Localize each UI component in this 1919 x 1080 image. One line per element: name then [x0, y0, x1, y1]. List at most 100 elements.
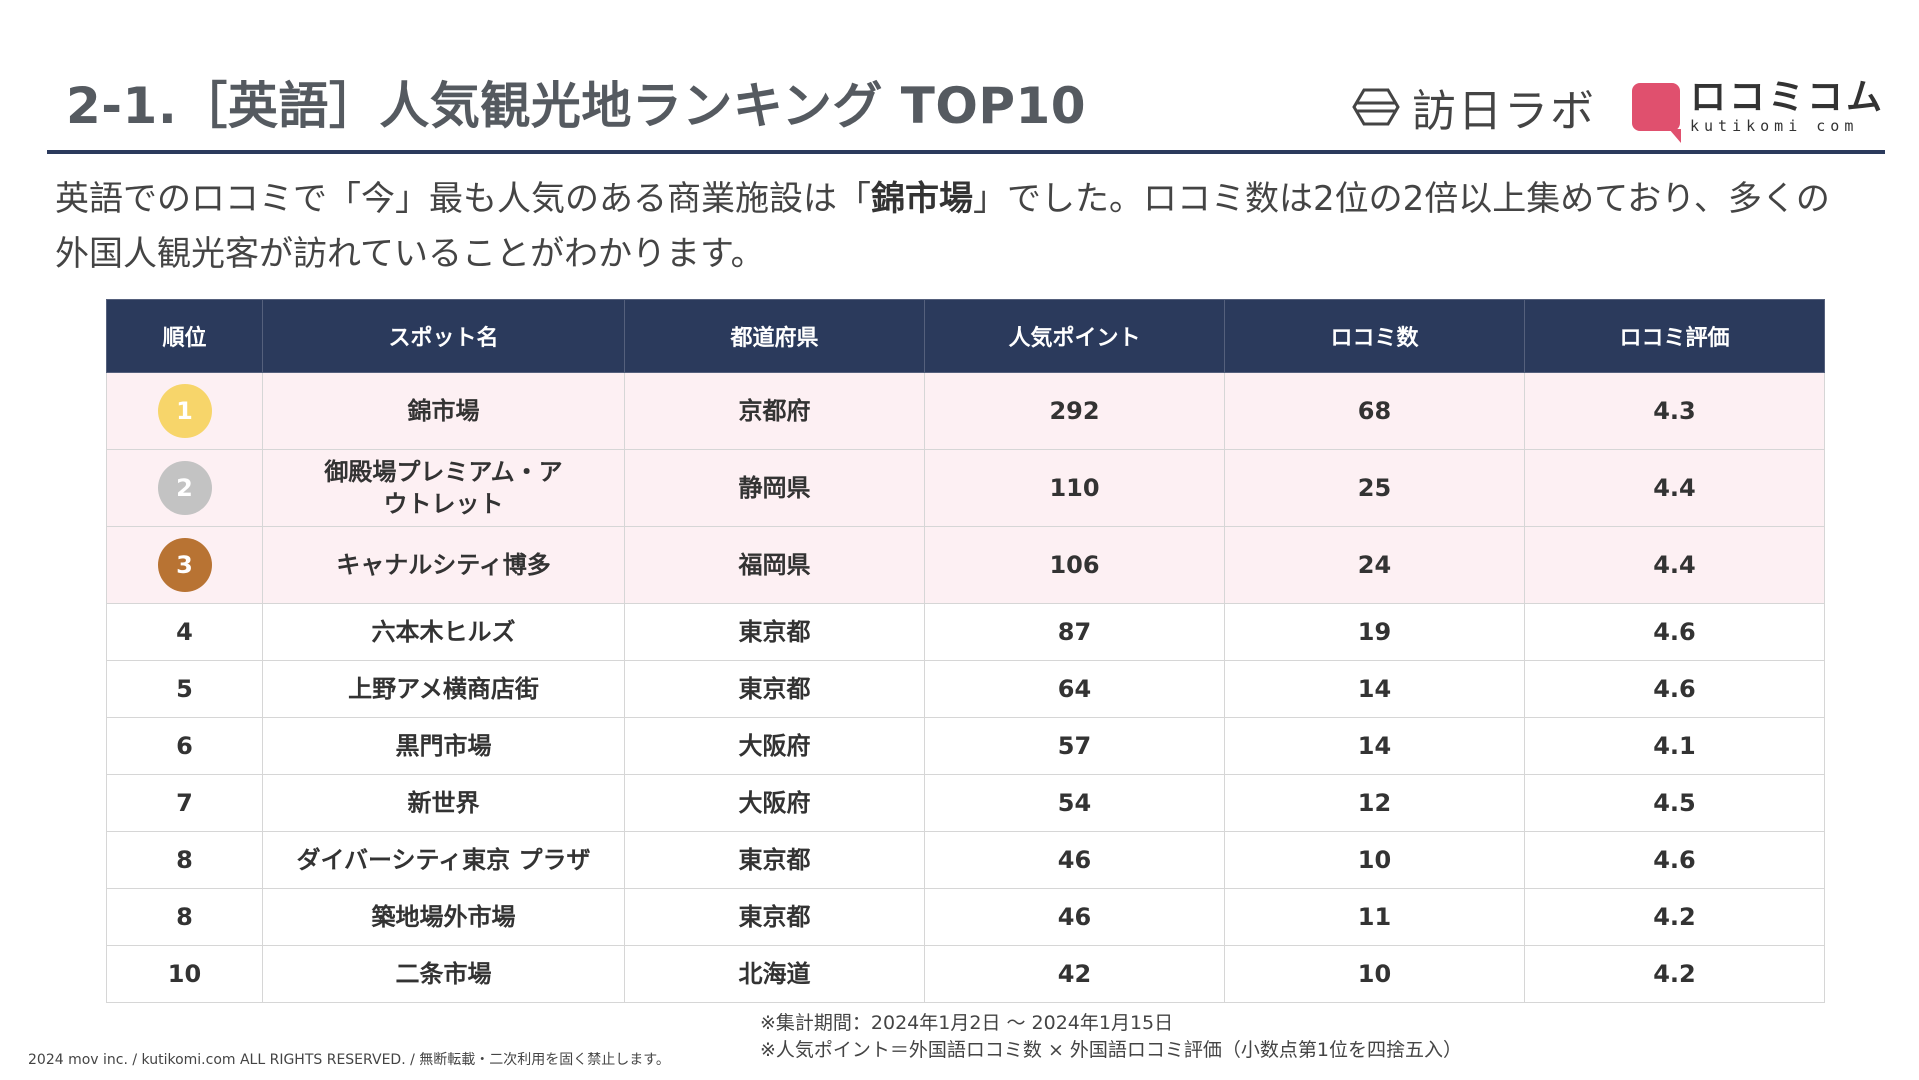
review-count-cell: 68 — [1224, 372, 1525, 450]
spot-cell: キャナルシティ博多 — [262, 526, 625, 604]
table-row: 8 築地場外市場 東京都 46 11 4.2 — [106, 888, 1825, 946]
rank-cell: 10 — [106, 945, 263, 1003]
kutikomi-logo: ロコミコム kutikomi com — [1631, 77, 1885, 143]
rank-cell: 3 — [106, 526, 263, 604]
spot-cell: 黒門市場 — [262, 717, 625, 775]
table-row: 4 六本木ヒルズ 東京都 87 19 4.6 — [106, 603, 1825, 661]
note-formula: ※人気ポイント＝外国語ロコミ数 × 外国語ロコミ評価（小数点第1位を四捨五入） — [760, 1039, 1463, 1061]
header-rank: 順位 — [106, 299, 263, 373]
rating-cell: 4.1 — [1524, 717, 1825, 775]
table-row: 1 錦市場 京都府 292 68 4.3 — [106, 372, 1825, 450]
rank-cell: 8 — [106, 888, 263, 946]
header-prefecture: 都道府県 — [624, 299, 925, 373]
prefecture-cell: 静岡県 — [624, 449, 925, 527]
rating-cell: 4.4 — [1524, 526, 1825, 604]
review-count-cell: 14 — [1224, 660, 1525, 718]
rating-cell: 4.2 — [1524, 888, 1825, 946]
title-divider — [47, 150, 1885, 154]
rating-cell: 4.2 — [1524, 945, 1825, 1003]
rating-cell: 4.4 — [1524, 449, 1825, 527]
rank-medal: 3 — [157, 538, 212, 592]
rating-cell: 4.5 — [1524, 774, 1825, 832]
review-count-cell: 12 — [1224, 774, 1525, 832]
review-count-cell: 10 — [1224, 831, 1525, 889]
note-period: ※集計期間：2024年1月2日 ～ 2024年1月15日 — [760, 1012, 1174, 1034]
logo-area: 訪日ラボ ロコミコム kutikomi com — [1352, 72, 1885, 143]
table-row: 2 御殿場プレミアム・アウトレット 静岡県 110 25 4.4 — [106, 449, 1825, 527]
houjin-labo-mark-icon — [1352, 88, 1400, 126]
review-count-cell: 24 — [1224, 526, 1525, 604]
lead-paragraph: 英語でのロコミで「今」最も人気のある商業施設は「錦市場」でした。ロコミ数は2位の… — [55, 172, 1845, 282]
points-cell: 46 — [924, 888, 1225, 946]
lead-text-1: 英語でのロコミで「今」最も人気のある商業施設は「 — [55, 179, 871, 219]
kutikomi-wordmark-en: kutikomi com — [1689, 117, 1859, 135]
spot-cell: 御殿場プレミアム・アウトレット — [262, 449, 625, 527]
prefecture-cell: 東京都 — [624, 888, 925, 946]
spot-cell: 二条市場 — [262, 945, 625, 1003]
copyright: 2024 mov inc. / kutikomi.com ALL RIGHTS … — [28, 1052, 670, 1068]
kutikomi-wordmark-jp: ロコミコム — [1689, 77, 1885, 118]
points-cell: 57 — [924, 717, 1225, 775]
footnotes: ※集計期間：2024年1月2日 ～ 2024年1月15日 ※人気ポイント＝外国語… — [760, 1010, 1462, 1064]
points-cell: 46 — [924, 831, 1225, 889]
rank-cell: 4 — [106, 603, 263, 661]
table-row: 3 キャナルシティ博多 福岡県 106 24 4.4 — [106, 526, 1825, 604]
speech-bubble-icon — [1631, 83, 1681, 143]
prefecture-cell: 京都府 — [624, 372, 925, 450]
review-count-cell: 19 — [1224, 603, 1525, 661]
rating-cell: 4.6 — [1524, 660, 1825, 718]
table-header-row: 順位 スポット名 都道府県 人気ポイント ロコミ数 ロコミ評価 — [106, 299, 1825, 373]
prefecture-cell: 東京都 — [624, 660, 925, 718]
lead-text-2: 」でした。ロコミ数は2位の2倍以上集めており、多くの外国人観光客が訪れていること… — [55, 179, 1830, 274]
lead-highlight: 錦市場 — [871, 179, 973, 219]
spot-cell: 六本木ヒルズ — [262, 603, 625, 661]
spot-cell: 新世界 — [262, 774, 625, 832]
table-body: 1 錦市場 京都府 292 68 4.3 2 御殿場プレミアム・アウトレット 静岡県 110 25 4… — [106, 372, 1825, 1003]
table-row: 5 上野アメ横商店街 東京都 64 14 4.6 — [106, 660, 1825, 718]
table-row: 8 ダイバーシティ東京 プラザ 東京都 46 10 4.6 — [106, 831, 1825, 889]
review-count-cell: 25 — [1224, 449, 1525, 527]
prefecture-cell: 大阪府 — [624, 717, 925, 775]
points-cell: 110 — [924, 449, 1225, 527]
rank-cell: 2 — [106, 449, 263, 527]
prefecture-cell: 東京都 — [624, 603, 925, 661]
points-cell: 54 — [924, 774, 1225, 832]
rating-cell: 4.6 — [1524, 603, 1825, 661]
review-count-cell: 11 — [1224, 888, 1525, 946]
points-cell: 87 — [924, 603, 1225, 661]
header-spot: スポット名 — [262, 299, 625, 373]
rank-medal: 1 — [157, 384, 212, 438]
rank-cell: 1 — [106, 372, 263, 450]
review-count-cell: 14 — [1224, 717, 1525, 775]
rating-cell: 4.6 — [1524, 831, 1825, 889]
points-cell: 64 — [924, 660, 1225, 718]
houjin-labo-logo: 訪日ラボ — [1352, 75, 1596, 139]
points-cell: 42 — [924, 945, 1225, 1003]
prefecture-cell: 福岡県 — [624, 526, 925, 604]
header-rating: ロコミ評価 — [1524, 299, 1825, 373]
header-points: 人気ポイント — [924, 299, 1225, 373]
houjin-labo-wordmark: 訪日ラボ — [1411, 86, 1596, 137]
prefecture-cell: 北海道 — [624, 945, 925, 1003]
rank-cell: 6 — [106, 717, 263, 775]
prefecture-cell: 東京都 — [624, 831, 925, 889]
review-count-cell: 10 — [1224, 945, 1525, 1003]
rating-cell: 4.3 — [1524, 372, 1825, 450]
spot-cell: ダイバーシティ東京 プラザ — [262, 831, 625, 889]
spot-cell: 築地場外市場 — [262, 888, 625, 946]
spot-cell: 錦市場 — [262, 372, 625, 450]
rank-medal: 2 — [157, 461, 212, 515]
header-review-count: ロコミ数 — [1224, 299, 1525, 373]
page-title: 2-1.［英語］人気観光地ランキング TOP10 — [66, 77, 1087, 135]
spot-cell: 上野アメ横商店街 — [262, 660, 625, 718]
rank-cell: 5 — [106, 660, 263, 718]
prefecture-cell: 大阪府 — [624, 774, 925, 832]
points-cell: 292 — [924, 372, 1225, 450]
points-cell: 106 — [924, 526, 1225, 604]
rank-cell: 8 — [106, 831, 263, 889]
rank-cell: 7 — [106, 774, 263, 832]
table-row: 10 二条市場 北海道 42 10 4.2 — [106, 945, 1825, 1003]
table-row: 7 新世界 大阪府 54 12 4.5 — [106, 774, 1825, 832]
ranking-table: 順位 スポット名 都道府県 人気ポイント ロコミ数 ロコミ評価 1 錦市場 京都府 2… — [106, 299, 1825, 1003]
table-row: 6 黒門市場 大阪府 57 14 4.1 — [106, 717, 1825, 775]
